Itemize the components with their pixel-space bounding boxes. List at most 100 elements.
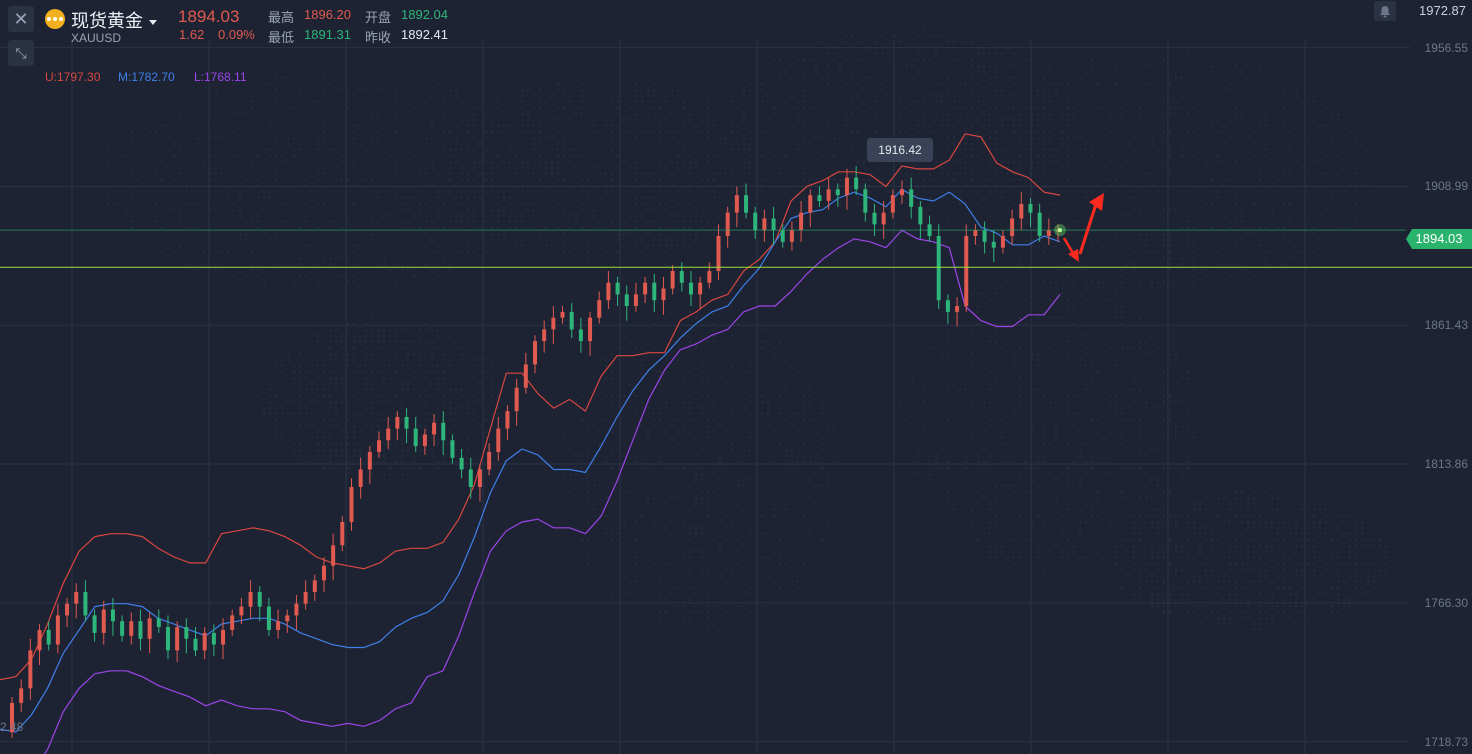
candle-body (175, 627, 180, 651)
candle-body (303, 592, 308, 604)
price-change-pct: 0.09% (218, 27, 255, 42)
candle-body (578, 329, 583, 342)
candle-body (890, 195, 895, 213)
y-axis-tick-label: 1861.43 (1424, 318, 1468, 333)
candle-body (670, 271, 675, 289)
candle-body (771, 218, 776, 231)
candle-body (28, 650, 33, 689)
candle-body (1019, 203, 1024, 219)
candle-body (367, 451, 372, 470)
candle-body (74, 592, 79, 604)
candle-body (698, 282, 703, 295)
candle-body (569, 311, 574, 330)
candle-body (973, 230, 978, 237)
candle-body (523, 364, 528, 388)
candle-body (46, 629, 51, 645)
candle-body (193, 638, 198, 651)
candle-body (560, 311, 565, 318)
candle-body (349, 486, 354, 522)
candle-body (799, 212, 804, 231)
last-price-tag: 1894.03 (1406, 229, 1472, 249)
candle-body (679, 271, 684, 283)
candle-body (1010, 218, 1015, 237)
candle-body (441, 422, 446, 441)
up-arrow-line (1078, 203, 1098, 255)
candle-body (432, 422, 437, 435)
candle-body (826, 189, 831, 201)
down-arrow-line (1062, 237, 1075, 254)
candle-body (588, 317, 593, 342)
candle-body (688, 282, 693, 295)
y-axis-tick-label: 1956.55 (1424, 40, 1468, 55)
candle-body (844, 177, 849, 196)
gold-coin-icon (45, 9, 65, 29)
candle-body (468, 469, 473, 487)
candle-body (652, 282, 657, 301)
candle-body (37, 629, 42, 651)
candle-body (395, 416, 400, 429)
candle-body (881, 212, 886, 225)
candle-body (358, 469, 363, 487)
current-price-dot (1058, 228, 1062, 233)
open-value: 1892.04 (401, 7, 448, 22)
candle-body (110, 609, 115, 622)
candle-body (597, 300, 602, 318)
candle-body (936, 236, 941, 301)
candle-body (321, 565, 326, 581)
candle-body (1028, 203, 1033, 213)
candle-body (248, 592, 253, 607)
candle-body (496, 428, 501, 452)
candle-body (789, 230, 794, 242)
candle-body (55, 615, 60, 645)
candle-body (955, 306, 960, 312)
candle-body (542, 329, 547, 342)
alert-button[interactable] (1374, 1, 1396, 21)
candle-body (83, 592, 88, 616)
candle-body (918, 206, 923, 225)
candle-body (230, 615, 235, 630)
bollinger-bands (0, 133, 1061, 754)
candle-body (340, 521, 345, 546)
bell-icon (1380, 5, 1390, 17)
candle-body (450, 440, 455, 458)
chart-grid (0, 40, 1410, 754)
candle-body (780, 230, 785, 242)
candle-body (413, 428, 418, 447)
y-axis-tick-label: 1813.86 (1424, 457, 1468, 472)
symbol-selector[interactable]: 现货黄金 (71, 7, 157, 33)
boll-middle-label: M:1782.70 (118, 70, 175, 84)
candle-body (533, 341, 537, 365)
axis-top-value: 1972.87 (1419, 3, 1466, 18)
candle-body (808, 195, 813, 213)
band-line-M (0, 188, 1061, 733)
prev-close-label: 昨收 (365, 30, 392, 45)
candle-body (1046, 230, 1051, 237)
symbol-name: 现货黄金 (71, 11, 143, 31)
candle-body (101, 609, 106, 633)
candle-body (606, 282, 611, 301)
band-line-U (0, 133, 1061, 681)
candle-body (202, 632, 207, 651)
y-axis-tick-label: 1766.30 (1424, 595, 1468, 610)
candle-body (239, 606, 244, 616)
candlestick-series (10, 165, 1060, 738)
close-button[interactable]: ✕ (8, 6, 34, 32)
candle-body (65, 603, 70, 616)
candle-body (835, 189, 840, 196)
collapse-button[interactable]: ⤡ (8, 40, 34, 66)
high-point-tooltip: 1916.42 (867, 138, 933, 162)
candle-body (1056, 230, 1060, 232)
prev-close-value: 1892.41 (401, 27, 448, 42)
candle-body (991, 241, 996, 248)
candle-body (120, 621, 125, 636)
candle-body (487, 451, 492, 470)
candle-body (422, 434, 427, 447)
candle-body (734, 195, 739, 213)
candle-body (331, 545, 336, 566)
candle-body (404, 416, 409, 429)
candle-body (138, 621, 143, 639)
candle-body (477, 469, 482, 487)
candle-body (725, 212, 730, 237)
candle-body (716, 236, 721, 272)
